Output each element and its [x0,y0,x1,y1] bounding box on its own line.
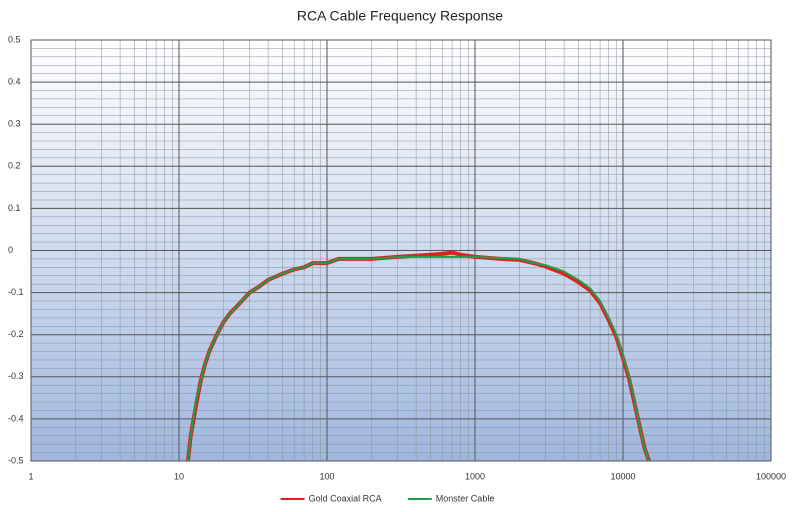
plot-border [30,39,772,462]
series-line [186,255,651,462]
x-tick-label: 100 [319,471,334,481]
legend-label: Monster Cable [436,493,495,503]
y-tick-label: -0.1 [8,287,24,297]
y-tick-label: 0.4 [8,76,21,86]
y-tick-label: 0.5 [8,34,21,44]
y-tick-label: 0 [8,245,13,255]
legend-label: Gold Coaxial RCA [309,493,382,503]
y-tick-label: -0.4 [8,413,24,423]
y-tick-label: 0.1 [8,203,21,213]
x-tick-label: 10 [174,471,184,481]
x-tick-label: 1000 [465,471,485,481]
x-tick-label: 100000 [756,471,786,481]
y-tick-label: -0.2 [8,329,24,339]
x-tick-label: 10000 [610,471,635,481]
chart-title: RCA Cable Frequency Response [297,8,503,24]
x-tick-label: 1 [28,471,33,481]
y-tick-label: -0.5 [8,455,24,465]
y-tick-label: -0.3 [8,371,24,381]
y-tick-label: 0.2 [8,161,21,171]
y-tick-label: 0.3 [8,119,21,129]
